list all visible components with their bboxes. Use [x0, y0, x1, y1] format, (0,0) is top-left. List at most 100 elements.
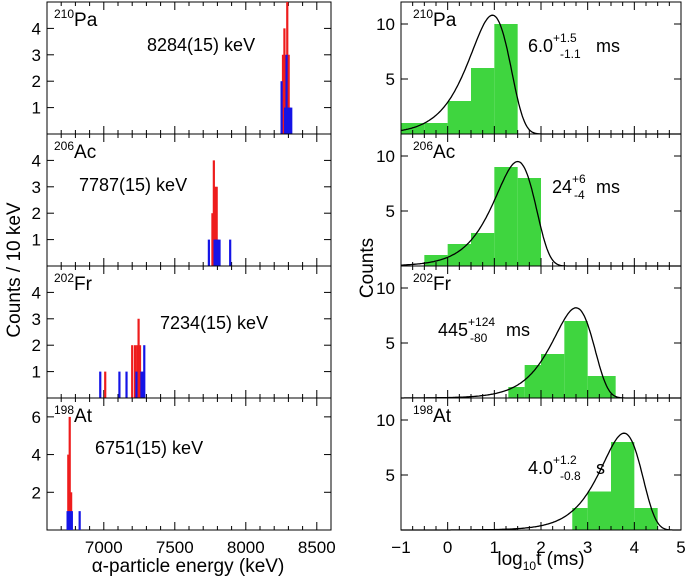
- lifetime-unit: s: [596, 458, 605, 478]
- energy-panel-pa: 1 2 3 4 210Pa 8284(15) keV: [32, 1, 332, 135]
- y-tick-label: 4: [32, 446, 41, 465]
- y-tick-label: 2: [32, 72, 41, 91]
- lifetime-value: 445: [438, 320, 468, 340]
- energy-panel-fr: 1 2 3 4 202Fr 7234(15) keV: [32, 265, 332, 399]
- lifetime-label: 24+6 -4 ms: [552, 172, 620, 202]
- energy-label: 8284(15) keV: [147, 35, 255, 55]
- y-tick-label: 5: [386, 334, 395, 353]
- y-tick-label: 3: [32, 310, 41, 329]
- isotope-mass: 206: [413, 139, 433, 153]
- histogram-bin: [471, 233, 495, 266]
- x-tick-label: −1: [391, 538, 410, 557]
- isotope-label: 206Ac: [54, 139, 96, 163]
- y-tick-label: 1: [32, 231, 41, 250]
- histogram-bin: [424, 123, 448, 134]
- lifetime-unit: ms: [506, 320, 530, 340]
- right-xlabel-rest: t (ms): [536, 549, 585, 570]
- isotope-label: 206Ac: [413, 139, 455, 163]
- x-tick-label: 1: [490, 538, 499, 557]
- y-tick-label: 10: [376, 279, 395, 298]
- y-tick-label: 1: [32, 363, 41, 382]
- x-tick-label: 8000: [227, 538, 265, 557]
- x-tick-label: 0: [443, 538, 452, 557]
- y-tick-label: 10: [376, 147, 395, 166]
- x-tick-label: 7500: [156, 538, 194, 557]
- lifetime-minus: -1.1: [560, 47, 581, 61]
- right-ylabel: Counts: [357, 238, 378, 298]
- lifetime-value: 6.0: [528, 36, 553, 56]
- isotope-symbol: Pa: [74, 10, 98, 31]
- y-tick-label: 2: [32, 483, 41, 502]
- lifetime-label: 4.0+1.2 -0.8 s: [528, 453, 605, 483]
- lifetime-minus: -80: [470, 331, 488, 345]
- lifetime-plus: +1.5: [553, 31, 577, 45]
- isotope-symbol: Fr: [433, 274, 452, 295]
- lifetime-plus: +1.2: [553, 453, 577, 467]
- left-xlabel: α-particle energy (keV): [92, 556, 285, 577]
- isotope-label: 198At: [54, 403, 93, 427]
- histogram-bin: [541, 354, 565, 398]
- histogram-bin: [634, 508, 658, 530]
- lifetime-plus: +6: [572, 172, 586, 186]
- y-tick-label: 2: [32, 336, 41, 355]
- lifetime-plus: +124: [468, 315, 495, 329]
- y-tick-label: 3: [32, 178, 41, 197]
- isotope-label: 202Fr: [54, 271, 93, 295]
- time-panel-pa: 5 10 210Pa 6.0+1.5 -1.1 ms: [376, 1, 682, 135]
- histogram-bin: [494, 167, 518, 266]
- energy-label: 7234(15) keV: [160, 313, 268, 333]
- isotope-mass: 206: [54, 139, 74, 153]
- time-panel-ac: 5 10 206Ac 24+6 -4 ms: [376, 133, 682, 267]
- isotope-symbol: Ac: [74, 142, 96, 163]
- lifetime-unit: ms: [596, 177, 620, 197]
- isotope-mass: 202: [54, 271, 74, 285]
- isotope-symbol: Fr: [74, 274, 93, 295]
- lifetime-value: 4.0: [528, 458, 553, 478]
- energy-label: 6751(15) keV: [95, 438, 203, 458]
- x-tick-label: 3: [583, 538, 592, 557]
- x-tick-label: 7000: [85, 538, 123, 557]
- time-panel-at: 5 10 198At 4.0+1.2 -0.8 s: [376, 397, 682, 531]
- isotope-mass: 202: [413, 271, 433, 285]
- histogram-bin: [611, 442, 635, 530]
- lifetime-label: 6.0+1.5 -1.1 ms: [528, 31, 620, 61]
- x-tick-label: 2: [536, 538, 545, 557]
- isotope-symbol: At: [433, 406, 452, 427]
- y-tick-label: 2: [32, 204, 41, 223]
- y-tick-label: 5: [386, 70, 395, 89]
- isotope-mass: 210: [413, 7, 433, 21]
- isotope-label: 202Fr: [413, 271, 452, 295]
- left-ylabel: Counts / 10 keV: [4, 202, 25, 338]
- isotope-mass: 198: [413, 403, 433, 417]
- histogram-bin: [401, 123, 425, 134]
- histogram-bin: [587, 376, 616, 398]
- y-tick-label: 4: [32, 283, 41, 302]
- isotope-mass: 210: [54, 7, 74, 21]
- right-xlabel-main: log: [497, 549, 522, 570]
- isotope-label: 210Pa: [413, 7, 457, 31]
- fit-curve: [400, 14, 681, 135]
- lifetime-unit: ms: [596, 36, 620, 56]
- histogram-bin: [471, 68, 495, 134]
- y-tick-label: 4: [32, 19, 41, 38]
- histogram-bin: [572, 508, 588, 530]
- y-tick-label: 4: [32, 151, 41, 170]
- lifetime-minus: -0.8: [560, 469, 581, 483]
- y-tick-label: 1: [32, 99, 41, 118]
- x-tick-label: 4: [630, 538, 639, 557]
- histogram-bin: [517, 178, 541, 266]
- histogram-bin: [524, 365, 541, 398]
- y-tick-label: 3: [32, 46, 41, 65]
- y-tick-label: 5: [386, 466, 395, 485]
- isotope-label: 198At: [413, 403, 452, 427]
- histogram-bin: [508, 387, 525, 398]
- lifetime-label: 445+124 -80 ms: [438, 315, 530, 345]
- energy-panel-ac: 1 2 3 4 206Ac 7787(15) keV: [32, 133, 332, 267]
- x-tick-label: 8500: [298, 538, 336, 557]
- lifetime-minus: -4: [574, 188, 585, 202]
- histogram-bin: [564, 321, 588, 398]
- right-xlabel: log10t (ms): [497, 549, 584, 573]
- right-xlabel-sub: 10: [523, 559, 537, 573]
- time-panel-fr: 5 10 202Fr 445+124 -80 ms: [376, 265, 682, 399]
